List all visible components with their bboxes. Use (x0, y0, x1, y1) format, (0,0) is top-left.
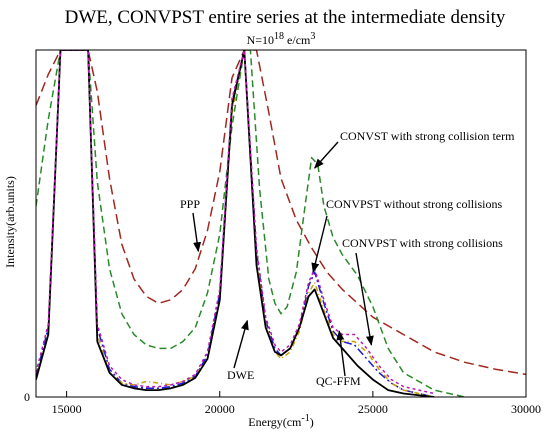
y-tick-label: 0 (24, 390, 30, 404)
annotation-arrow-ppp (192, 212, 202, 253)
series-convst-with-strong-collision-term (36, 50, 465, 397)
series-dwe (36, 50, 435, 397)
annotation-convst-with-strong-collision-term: CONVST with strong collision term (340, 129, 515, 143)
annotation-arrow-qc-ffm (336, 330, 346, 377)
x-tick-label: 15000 (52, 402, 82, 416)
annotation-qc-ffm: QC-FFM (316, 374, 361, 388)
annotation-arrow-convpst-without-strong-collisions (311, 215, 328, 274)
series-qc-ffm (36, 50, 435, 397)
x-axis-label-close: ) (310, 415, 314, 429)
x-tick-label: 25000 (358, 402, 388, 416)
annotation-arrow-convst-with-strong-collision-term (314, 141, 339, 169)
x-axis-label-exponent: -1 (301, 413, 309, 424)
annotation-dwe: DWE (227, 368, 254, 382)
subtitle-exponent: 18 (274, 31, 284, 42)
tick-layer: 15000 20000 25000 30000 0 (24, 390, 541, 416)
annotation-convpst-with-strong-collisions: CONVPST with strong collisions (342, 236, 503, 250)
subtitle-unit-exponent: 3 (310, 31, 315, 42)
annotation-arrow-convpst-with-strong-collisions (355, 252, 374, 346)
x-axis-label-text: Energy(cm (248, 415, 302, 429)
annotation-convpst-without-strong-collisions: CONVPST without strong collisions (326, 197, 502, 211)
plot-frame (35, 49, 527, 398)
annotation-ppp: PPP (180, 197, 200, 211)
subtitle-base: N=10 (247, 33, 274, 47)
series-layer (36, 50, 526, 397)
series-convpst-without-strong-collisions (36, 50, 435, 395)
y-axis-label: Intensity(arb.units) (3, 176, 17, 268)
subtitle-unit: e/cm (284, 33, 311, 47)
chart-subtitle: N=1018 e/cm3 (247, 31, 316, 47)
x-tick-label: 30000 (511, 402, 541, 416)
annotation-layer: CONVST with strong collision term PPP CONV… (180, 129, 515, 388)
series-convpst-with-strong-collisions (36, 50, 435, 397)
annotation-arrow-dwe (233, 319, 249, 369)
chart-title: DWE, CONVPST entire series at the interm… (65, 7, 506, 28)
series-ppp (36, 50, 526, 376)
x-axis-label: Energy(cm-1) (248, 413, 313, 429)
x-tick-label: 20000 (205, 402, 235, 416)
